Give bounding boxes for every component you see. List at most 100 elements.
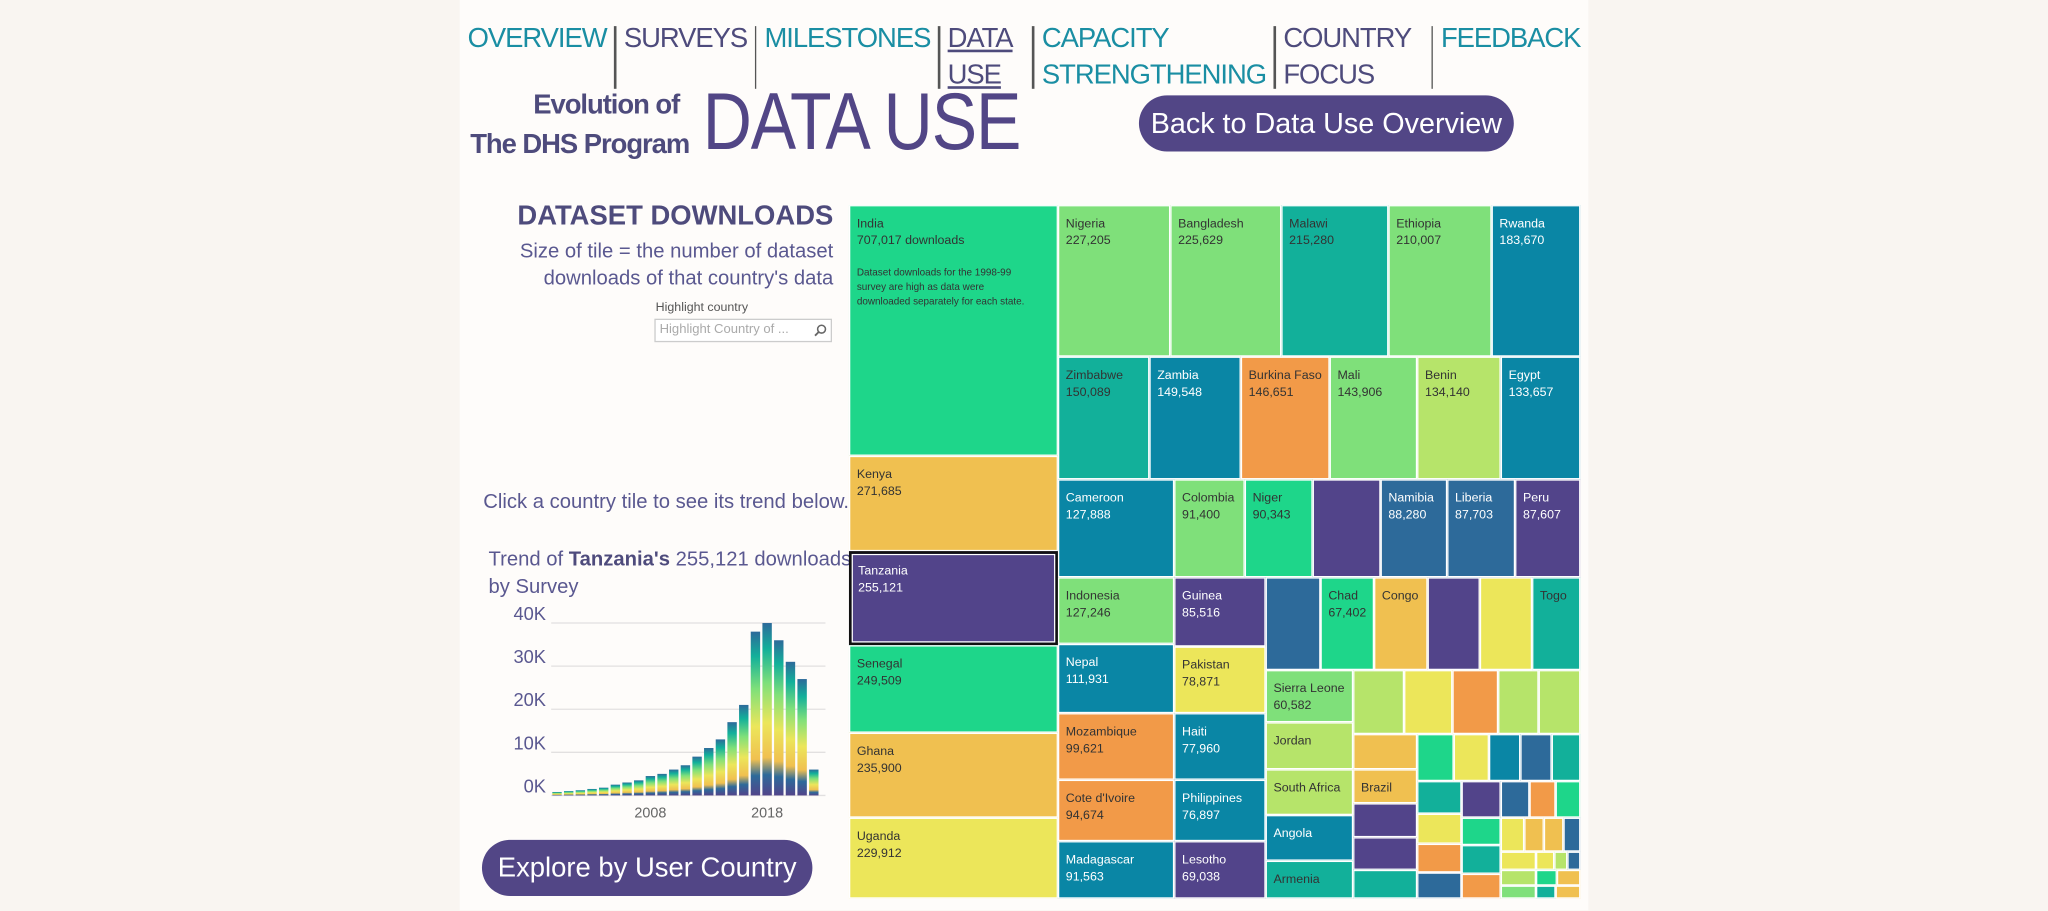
tile[interactable] (1554, 851, 1568, 870)
tile[interactable]: Bangladesh 225,629 (1170, 205, 1282, 357)
bar[interactable] (739, 704, 749, 796)
tile[interactable]: Peru 87,607 (1515, 479, 1581, 578)
tile[interactable] (1551, 734, 1581, 782)
tile[interactable]: Egypt 133,657 (1500, 356, 1581, 480)
tile[interactable]: Ethiopia 210,007 (1388, 205, 1492, 357)
tile[interactable] (1417, 734, 1454, 782)
tile[interactable]: Madagascar 91,563 (1057, 841, 1175, 899)
bar[interactable] (727, 722, 737, 796)
tile[interactable] (1353, 837, 1418, 870)
nav-link[interactable]: FEEDBACK (1440, 23, 1582, 54)
tile[interactable] (1461, 873, 1501, 899)
bar[interactable] (669, 769, 679, 796)
bar[interactable] (797, 679, 807, 796)
tile[interactable] (1520, 734, 1552, 782)
tile[interactable]: Liberia 87,703 (1447, 479, 1516, 578)
filter-input[interactable]: Highlight Country of ... (654, 318, 832, 343)
tile[interactable] (1563, 817, 1581, 852)
tile[interactable]: Benin 134,140 (1417, 356, 1501, 480)
tile[interactable] (1353, 869, 1418, 899)
tile[interactable] (1529, 781, 1556, 818)
bar[interactable] (692, 756, 702, 796)
nav-link[interactable]: OVERVIEW (467, 23, 608, 54)
tile[interactable] (1353, 734, 1418, 770)
tile[interactable] (1556, 869, 1581, 886)
tile[interactable] (1543, 817, 1564, 852)
tile[interactable] (1555, 885, 1581, 899)
nav-link[interactable]: CAPACITY STRENGTHENING (1041, 23, 1267, 91)
bar[interactable] (610, 784, 621, 796)
nav-link[interactable]: MILESTONES (764, 23, 931, 54)
tile[interactable]: Zambia 149,548 (1149, 356, 1241, 480)
tile[interactable] (1524, 817, 1544, 852)
tile[interactable]: Lesotho 69,038 (1174, 841, 1266, 899)
tile[interactable] (1500, 869, 1536, 886)
explore-button[interactable]: Explore by User Country (481, 839, 813, 896)
tile[interactable] (1417, 813, 1462, 844)
tile[interactable] (1488, 734, 1521, 782)
tile[interactable]: Armenia (1265, 860, 1354, 899)
tile[interactable] (1312, 479, 1381, 578)
tile[interactable] (1461, 817, 1501, 846)
tile[interactable]: Niger 90,343 (1244, 479, 1313, 578)
bar[interactable] (715, 739, 726, 796)
bar[interactable] (645, 776, 656, 796)
tile[interactable]: Indonesia 127,246 (1057, 577, 1175, 644)
nav-link[interactable]: SURVEYS (623, 23, 748, 54)
tile[interactable]: Mali 143,906 (1329, 356, 1418, 480)
tile[interactable]: India 707,017 downloads Dataset downloads … (848, 205, 1058, 456)
tile[interactable]: Nepal 111,931 (1057, 643, 1175, 714)
tile[interactable]: Chad 67,402 (1320, 577, 1375, 671)
tile[interactable] (1500, 817, 1525, 852)
tile[interactable]: Angola (1265, 815, 1354, 861)
bar[interactable] (785, 661, 796, 796)
bar[interactable] (587, 788, 597, 796)
tile[interactable]: Rwanda 183,670 (1491, 205, 1581, 357)
bar[interactable] (552, 791, 562, 796)
tile[interactable] (1500, 885, 1536, 899)
tile[interactable]: Senegal 249,509 (848, 645, 1058, 733)
bar[interactable] (599, 787, 609, 796)
bar[interactable] (622, 782, 632, 796)
tile[interactable]: Ghana 235,900 (848, 732, 1058, 818)
tile[interactable]: Cote d'Ivoire 94,674 (1057, 779, 1175, 842)
bar[interactable] (563, 791, 574, 796)
tile[interactable]: Jordan (1265, 722, 1354, 770)
tile[interactable]: Congo (1374, 577, 1428, 671)
tile[interactable] (1453, 734, 1489, 782)
tile[interactable] (1555, 781, 1581, 818)
tile[interactable] (1417, 872, 1462, 899)
tile[interactable]: Zimbabwe 150,089 (1057, 356, 1150, 480)
back-button[interactable]: Back to Data Use Overview (1138, 95, 1514, 152)
tile[interactable]: Togo (1532, 577, 1581, 671)
tile[interactable]: Cameroon 127,888 (1057, 479, 1175, 578)
bar[interactable] (704, 748, 714, 796)
tile[interactable] (1500, 851, 1536, 870)
tile[interactable]: Haiti 77,960 (1174, 713, 1266, 780)
nav-link[interactable]: COUNTRY FOCUS (1283, 23, 1411, 91)
nav-link[interactable]: DATA USE (947, 23, 1014, 91)
tile[interactable]: Kenya 271,685 (848, 455, 1058, 552)
tile[interactable] (1535, 869, 1557, 886)
bar[interactable] (634, 780, 644, 796)
bar[interactable] (680, 765, 691, 796)
tile[interactable] (1535, 851, 1555, 870)
tile[interactable] (1353, 803, 1418, 838)
tile[interactable] (1479, 577, 1533, 671)
tile[interactable] (1538, 670, 1581, 735)
tile[interactable] (1498, 670, 1539, 735)
tile[interactable]: Colombia 91,400 (1174, 479, 1245, 578)
tile[interactable] (1427, 577, 1480, 671)
tile[interactable]: Uganda 229,912 (848, 817, 1058, 899)
bar[interactable] (809, 769, 819, 796)
bar[interactable] (657, 773, 667, 796)
tile[interactable]: Namibia 88,280 (1380, 479, 1448, 578)
tile[interactable]: Sierra Leone 60,582 (1265, 670, 1354, 723)
tile[interactable] (1353, 670, 1405, 735)
tile[interactable] (1452, 670, 1499, 735)
tile[interactable]: Mozambique 99,621 (1057, 713, 1175, 780)
tile[interactable]: Malawi 215,280 (1281, 205, 1389, 357)
tile[interactable]: Pakistan 78,871 (1174, 646, 1266, 714)
tile[interactable] (1461, 845, 1501, 874)
tile[interactable] (1535, 885, 1556, 899)
